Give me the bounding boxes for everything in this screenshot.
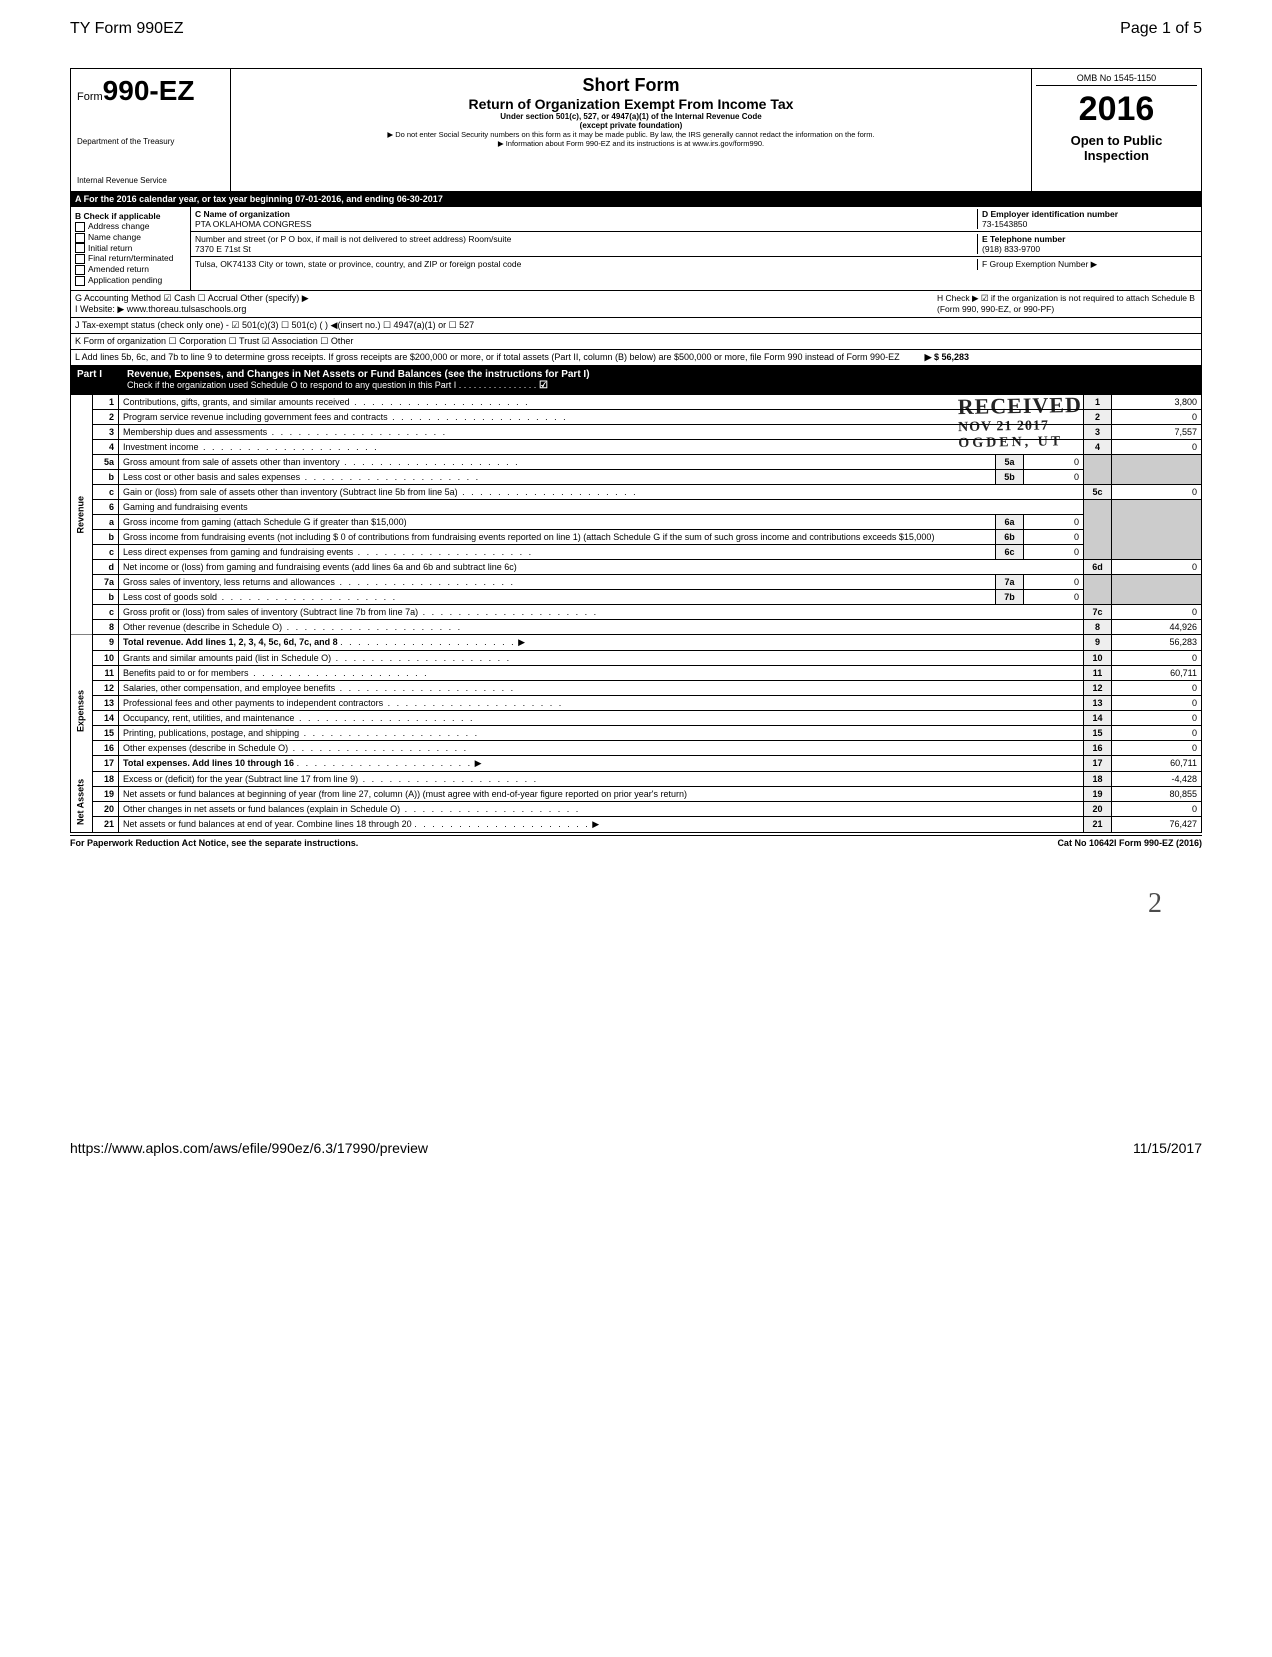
row-6: 6Gaming and fundraising events — [71, 499, 1202, 514]
row-1: Revenue 1 Contributions, gifts, grants, … — [71, 395, 1202, 410]
part-1-check-line: Check if the organization used Schedule … — [127, 380, 536, 390]
row-7b: bLess cost of goods sold7b0 — [71, 589, 1202, 604]
dept-irs: Internal Revenue Service — [77, 176, 224, 185]
footer-url: https://www.aplos.com/aws/efile/990ez/6.… — [70, 1140, 428, 1156]
row-6d: dNet income or (loss) from gaming and fu… — [71, 559, 1202, 574]
form-number-block: Form990-EZ Department of the Treasury In… — [71, 69, 231, 191]
addr-value: 7370 E 71st St — [195, 244, 977, 254]
chk-initial-return[interactable]: Initial return — [75, 243, 186, 254]
header-right: Page 1 of 5 — [1120, 20, 1202, 38]
row-6c: cLess direct expenses from gaming and fu… — [71, 544, 1202, 559]
row-14: 14Occupancy, rent, utilities, and mainte… — [71, 710, 1202, 725]
subtitle-3: ▶ Do not enter Social Security numbers o… — [241, 130, 1021, 139]
row-20: 20Other changes in net assets or fund ba… — [71, 801, 1202, 816]
row-5c: cGain or (loss) from sale of assets othe… — [71, 484, 1202, 499]
row-12: 12Salaries, other compensation, and empl… — [71, 680, 1202, 695]
subtitle-1: Under section 501(c), 527, or 4947(a)(1)… — [241, 112, 1021, 121]
row-5a: 5aGross amount from sale of assets other… — [71, 454, 1202, 469]
f-label: F Group Exemption Number ▶ — [982, 259, 1197, 270]
row-19: 19Net assets or fund balances at beginni… — [71, 786, 1202, 801]
col-b-header: B Check if applicable — [75, 211, 186, 221]
header-left: TY Form 990EZ — [70, 20, 184, 38]
line-l: L Add lines 5b, 6c, and 7b to line 9 to … — [70, 350, 1202, 366]
subtitle-4: ▶ Information about Form 990-EZ and its … — [241, 139, 1021, 148]
form-header-box: Form990-EZ Department of the Treasury In… — [70, 68, 1202, 192]
return-title: Return of Organization Exempt From Incom… — [241, 96, 1021, 112]
row-16: 16Other expenses (describe in Schedule O… — [71, 740, 1202, 755]
e-label: E Telephone number — [982, 234, 1197, 244]
line-i: I Website: ▶ www.thoreau.tulsaschools.or… — [75, 304, 309, 315]
city-label: City or town, state or province, country… — [259, 259, 522, 269]
sidebar-expenses: Expenses — [71, 650, 93, 771]
row-4: 4Investment income40 — [71, 439, 1202, 454]
city-value: Tulsa, OK74133 — [195, 259, 256, 269]
open-public-1: Open to Public — [1036, 133, 1197, 148]
part-1-label: Part I — [77, 369, 127, 391]
column-cde: C Name of organization PTA OKLAHOMA CONG… — [191, 207, 1201, 290]
page-footer: https://www.aplos.com/aws/efile/990ez/6.… — [70, 1140, 1202, 1156]
row-3: 3Membership dues and assessments37,557 — [71, 424, 1202, 439]
form-prefix: Form — [77, 91, 103, 103]
row-9: 9Total revenue. Add lines 1, 2, 3, 4, 5c… — [71, 634, 1202, 650]
org-name: PTA OKLAHOMA CONGRESS — [195, 219, 977, 229]
c-label: C Name of organization — [195, 209, 977, 219]
line-k: K Form of organization ☐ Corporation ☐ T… — [70, 334, 1202, 350]
line-g: G Accounting Method ☑ Cash ☐ Accrual Oth… — [75, 293, 309, 304]
line-a: A For the 2016 calendar year, or tax yea… — [70, 192, 1202, 207]
part-1-header: Part I Revenue, Expenses, and Changes in… — [70, 366, 1202, 395]
row-7c: cGross profit or (loss) from sales of in… — [71, 604, 1202, 619]
form-number: 990-EZ — [103, 75, 195, 106]
chk-name-change[interactable]: Name change — [75, 232, 186, 243]
row-15: 15Printing, publications, postage, and s… — [71, 725, 1202, 740]
d-label: D Employer identification number — [982, 209, 1197, 219]
row-2: 2Program service revenue including gover… — [71, 409, 1202, 424]
subtitle-2: (except private foundation) — [241, 121, 1021, 130]
chk-application-pending[interactable]: Application pending — [75, 275, 186, 286]
chk-amended-return[interactable]: Amended return — [75, 264, 186, 275]
tax-year: 2016 — [1036, 90, 1197, 129]
row-21: 21Net assets or fund balances at end of … — [71, 816, 1202, 832]
sidebar-revenue: Revenue — [71, 395, 93, 635]
row-5b: bLess cost or other basis and sales expe… — [71, 469, 1202, 484]
part-1-check-mark: ☑ — [539, 380, 548, 391]
line-h: H Check ▶ ☑ if the organization is not r… — [937, 293, 1197, 314]
footer-date: 11/15/2017 — [1133, 1140, 1202, 1156]
row-6b: bGross income from fundraising events (n… — [71, 529, 1202, 544]
sidebar-netassets: Net Assets — [71, 771, 93, 832]
part-1-title: Revenue, Expenses, and Changes in Net As… — [127, 369, 590, 380]
form-year-block: OMB No 1545-1150 2016 Open to Public Ins… — [1031, 69, 1201, 191]
row-17: 17Total expenses. Add lines 10 through 1… — [71, 755, 1202, 771]
chk-address-change[interactable]: Address change — [75, 221, 186, 232]
page-header: TY Form 990EZ Page 1 of 5 — [70, 20, 1202, 38]
row-13: 13Professional fees and other payments t… — [71, 695, 1202, 710]
row-10: Expenses 10Grants and similar amounts pa… — [71, 650, 1202, 665]
form-body: Revenue 1 Contributions, gifts, grants, … — [70, 395, 1202, 833]
chk-final-return[interactable]: Final return/terminated — [75, 253, 186, 264]
footer-note: For Paperwork Reduction Act Notice, see … — [70, 835, 1202, 848]
row-11: 11Benefits paid to or for members1160,71… — [71, 665, 1202, 680]
short-form-title: Short Form — [241, 75, 1021, 96]
line-g-i-h: G Accounting Method ☑ Cash ☐ Accrual Oth… — [70, 291, 1202, 318]
row-7a: 7aGross sales of inventory, less returns… — [71, 574, 1202, 589]
addr-label: Number and street (or P O box, if mail i… — [195, 234, 977, 244]
header-info-block: B Check if applicable Address change Nam… — [70, 207, 1202, 291]
row-6a: aGross income from gaming (attach Schedu… — [71, 514, 1202, 529]
column-b: B Check if applicable Address change Nam… — [71, 207, 191, 290]
lines-table: Revenue 1 Contributions, gifts, grants, … — [70, 395, 1202, 833]
open-public-2: Inspection — [1036, 148, 1197, 163]
paperwork-note: For Paperwork Reduction Act Notice, see … — [70, 838, 358, 848]
phone-value: (918) 833-9700 — [982, 244, 1197, 254]
line-l-amount: ▶ $ 56,283 — [925, 352, 969, 362]
line-j: J Tax-exempt status (check only one) - ☑… — [70, 318, 1202, 334]
omb-number: OMB No 1545-1150 — [1036, 73, 1197, 86]
row-8: 8Other revenue (describe in Schedule O)8… — [71, 619, 1202, 634]
cat-no: Cat No 10642I Form 990-EZ (2016) — [1057, 838, 1202, 848]
form-title-block: Short Form Return of Organization Exempt… — [231, 69, 1031, 191]
handwritten-mark: 2 — [70, 888, 1162, 920]
dept-treasury: Department of the Treasury — [77, 137, 224, 146]
ein-value: 73-1543850 — [982, 219, 1197, 229]
row-18: Net Assets 18Excess or (deficit) for the… — [71, 771, 1202, 786]
